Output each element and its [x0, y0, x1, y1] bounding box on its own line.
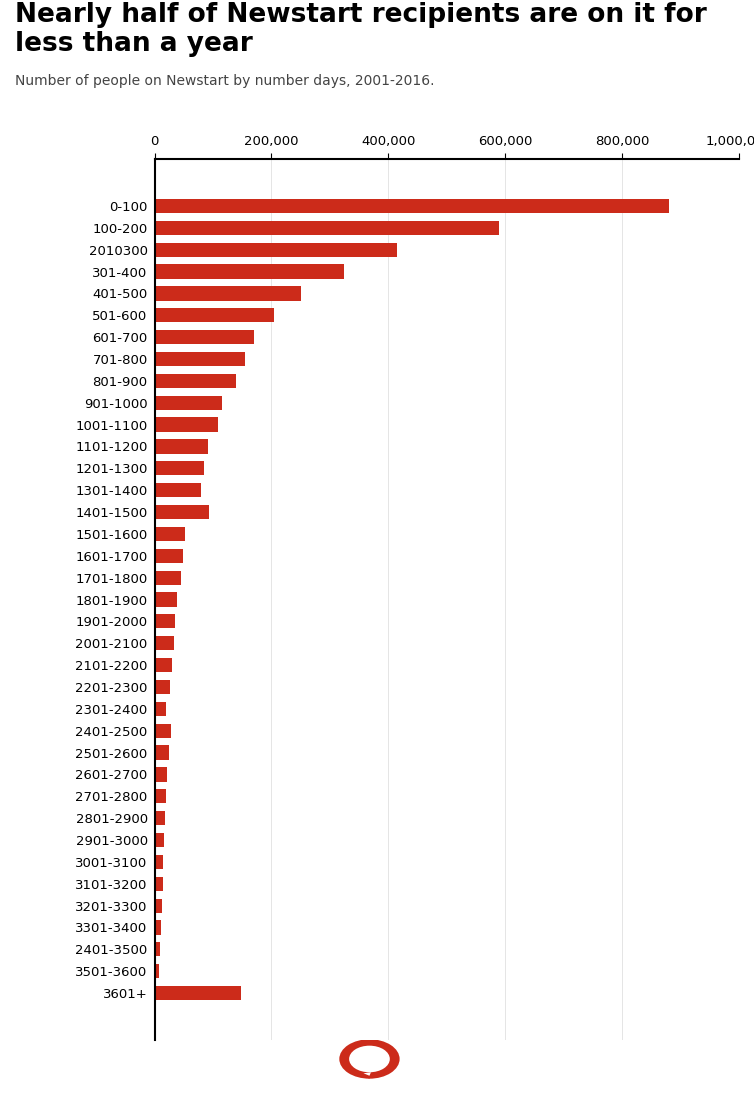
- Bar: [155, 330, 254, 344]
- Bar: [155, 855, 164, 869]
- Bar: [155, 921, 161, 935]
- Bar: [155, 899, 162, 913]
- Bar: [155, 483, 201, 497]
- Bar: [155, 942, 161, 956]
- Bar: [155, 702, 166, 716]
- Bar: [155, 308, 274, 322]
- Bar: [155, 811, 165, 826]
- Bar: [155, 789, 166, 804]
- Bar: [155, 243, 397, 257]
- Circle shape: [349, 1046, 390, 1072]
- Bar: [155, 658, 172, 672]
- Bar: [155, 373, 236, 388]
- Polygon shape: [363, 1072, 371, 1075]
- Bar: [155, 986, 241, 1000]
- Bar: [155, 199, 669, 214]
- Bar: [155, 221, 499, 235]
- Bar: [155, 505, 209, 519]
- Bar: [155, 724, 171, 738]
- Polygon shape: [359, 1072, 372, 1079]
- Bar: [155, 680, 170, 694]
- Bar: [155, 592, 176, 607]
- Bar: [155, 570, 181, 585]
- Text: Number of people on Newstart by number days, 2001-2016.: Number of people on Newstart by number d…: [15, 74, 434, 89]
- Bar: [155, 527, 185, 541]
- Bar: [155, 549, 182, 563]
- Bar: [155, 439, 208, 453]
- Bar: [155, 833, 164, 848]
- Bar: [155, 264, 345, 278]
- Bar: [155, 746, 169, 760]
- Bar: [155, 351, 245, 366]
- Text: Nearly half of Newstart recipients are on it for
less than a year: Nearly half of Newstart recipients are o…: [15, 2, 706, 57]
- Bar: [155, 877, 163, 891]
- Bar: [155, 768, 167, 782]
- Bar: [155, 964, 159, 978]
- Bar: [155, 395, 222, 410]
- Circle shape: [339, 1039, 400, 1079]
- Bar: [155, 461, 204, 475]
- Bar: [155, 286, 301, 300]
- Bar: [155, 417, 218, 431]
- Bar: [155, 614, 175, 629]
- Bar: [155, 636, 174, 650]
